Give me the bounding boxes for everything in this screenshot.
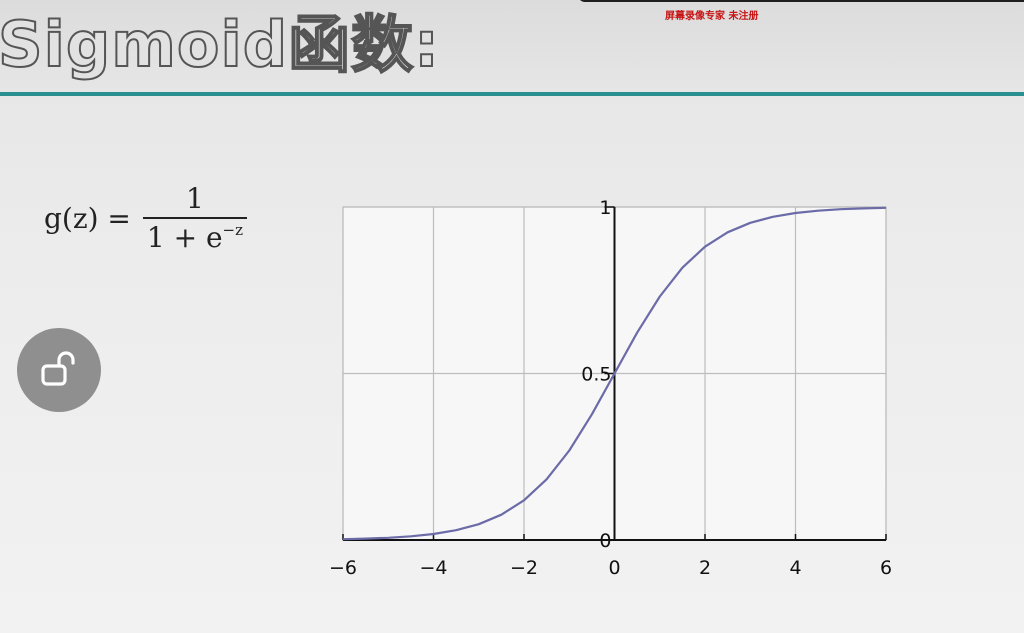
slide-title-bar: Sigmoid函数: — [0, 0, 1024, 94]
y-tick-label: 0 — [599, 530, 611, 552]
unlock-icon — [39, 348, 79, 392]
sigmoid-curve — [342, 206, 887, 541]
formula-numerator: 1 — [186, 182, 204, 215]
slide-title: Sigmoid函数: — [0, 7, 440, 82]
sigmoid-formula: g(z) = 1 1 + e−z — [44, 178, 248, 258]
y-tick-label: 0.5 — [581, 364, 611, 386]
denominator-base: 1 + e — [146, 221, 223, 254]
x-tick-label: 6 — [880, 557, 892, 579]
x-tick-label: −6 — [329, 557, 357, 579]
title-underline — [0, 92, 1024, 96]
watermark-text: 屏幕录像专家 未注册 — [665, 11, 759, 22]
x-tick-label: 0 — [608, 557, 620, 579]
formula-denominator: 1 + e−z — [143, 221, 247, 254]
x-tick-label: 4 — [789, 557, 801, 579]
x-tick-label: −2 — [510, 557, 538, 579]
formula-fraction: 1 1 + e−z — [142, 182, 248, 254]
y-tick-label: 1 — [599, 197, 611, 219]
lock-button[interactable] — [17, 328, 101, 412]
x-tick-label: 2 — [699, 557, 711, 579]
denominator-exponent: −z — [222, 221, 244, 239]
formula-lhs: g(z) = — [44, 201, 131, 235]
top-notch — [578, 0, 1024, 2]
fraction-bar — [142, 217, 248, 219]
x-tick-label: −4 — [419, 557, 447, 579]
